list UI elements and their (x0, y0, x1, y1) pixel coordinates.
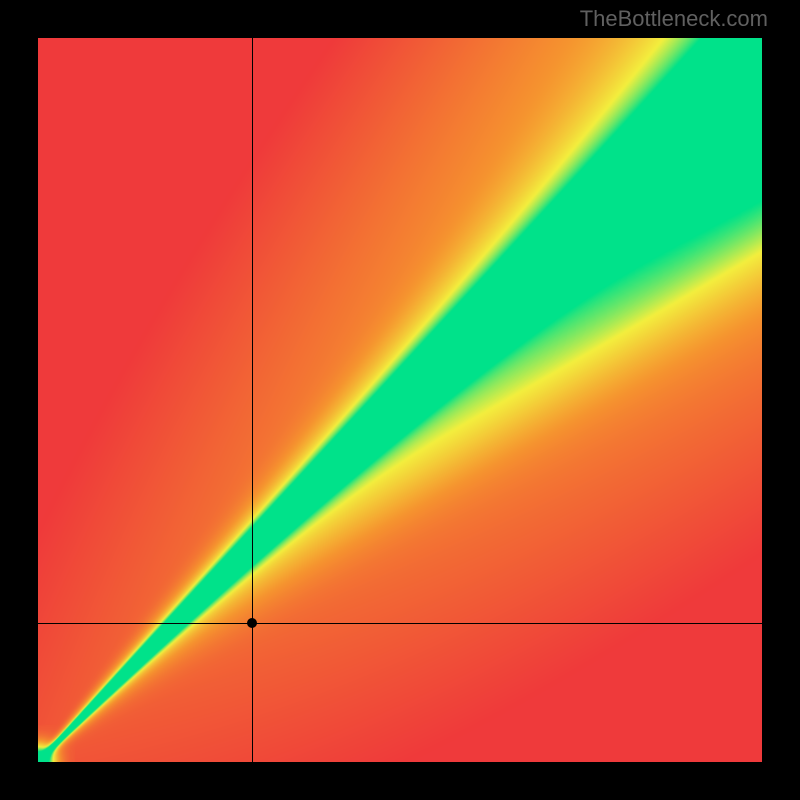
watermark-text: TheBottleneck.com (580, 6, 768, 32)
crosshair-horizontal (38, 623, 762, 624)
crosshair-vertical (252, 38, 253, 762)
intersection-marker (247, 618, 257, 628)
heatmap-plot (38, 38, 762, 762)
heatmap-canvas (38, 38, 762, 762)
